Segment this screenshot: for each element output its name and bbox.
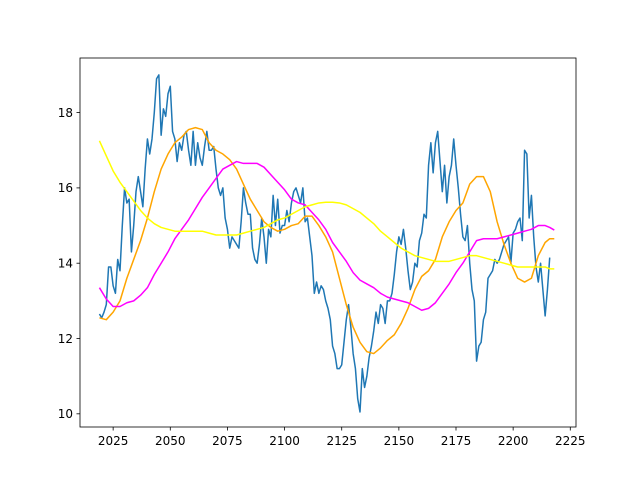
series-line-1	[98, 74, 551, 413]
y-axis: 10 12 14 16 18	[58, 106, 80, 421]
x-tick-label: 2175	[441, 434, 472, 448]
x-tick-label: 2025	[98, 434, 129, 448]
x-tick-label: 2200	[498, 434, 529, 448]
x-axis: 2025 2050 2075 2100 2125 2150 2175 2200 2225	[98, 427, 586, 448]
series-line-3	[98, 160, 555, 312]
x-tick-label: 2150	[384, 434, 415, 448]
axes-frame	[79, 57, 577, 428]
x-tick-label: 2100	[269, 434, 300, 448]
x-tick-label: 2225	[555, 434, 586, 448]
y-tick-label: 12	[58, 332, 73, 346]
x-tick-label: 2050	[155, 434, 186, 448]
y-tick-label: 16	[58, 181, 73, 195]
y-tick-label: 18	[58, 106, 73, 120]
y-tick-label: 14	[58, 257, 73, 271]
x-tick-label: 2075	[212, 434, 243, 448]
series-line-4	[98, 140, 555, 270]
plot-area	[98, 74, 555, 413]
x-tick-label: 2125	[326, 434, 357, 448]
series-line-2	[99, 126, 555, 355]
y-tick-label: 10	[58, 407, 73, 421]
